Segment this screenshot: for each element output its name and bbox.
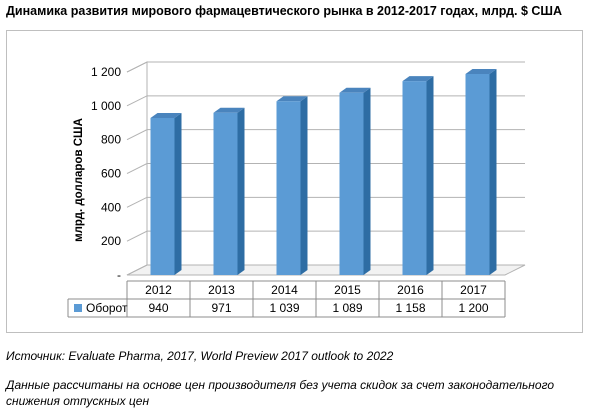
bar <box>276 96 308 275</box>
y-tick-label: 200 <box>101 234 121 248</box>
bar-side <box>300 96 308 275</box>
legend-swatch <box>74 304 82 312</box>
bar-top <box>213 107 245 113</box>
bar-side <box>174 112 182 275</box>
bar-top <box>276 96 308 102</box>
y-axis-tick-labels: - 200 400 600 800 1 000 1 200 <box>91 65 121 282</box>
gridlines <box>126 61 525 276</box>
legend-label: Оборот <box>86 301 128 315</box>
bar-side <box>489 69 497 275</box>
x-tick-label: 2016 <box>397 283 424 297</box>
x-tick-label: 2013 <box>208 283 235 297</box>
gridline <box>126 163 525 174</box>
bar-front <box>402 81 427 275</box>
bar <box>213 107 245 275</box>
y-tick-label: 1 000 <box>91 99 121 113</box>
bar-top <box>339 87 371 93</box>
data-value-label: 1 200 <box>458 301 488 315</box>
data-value-label: 1 158 <box>395 301 425 315</box>
bar-chart: - 200 400 600 800 1 000 1 200 млрд. долларов С… <box>67 61 526 318</box>
bar-front <box>465 74 490 275</box>
bar-front <box>339 92 364 275</box>
y-tick-label: 400 <box>101 200 121 214</box>
data-value-label: 1 039 <box>269 301 299 315</box>
y-tick-label: 600 <box>101 167 121 181</box>
y-tick-label: 1 200 <box>91 65 121 79</box>
bar-top <box>150 112 182 118</box>
y-tick-label: - <box>117 268 121 282</box>
bar-front <box>150 117 175 275</box>
gridline <box>126 264 525 276</box>
bar-side <box>363 87 371 275</box>
bar <box>402 76 434 275</box>
data-value-label: 1 089 <box>332 301 362 315</box>
gridline <box>126 196 525 208</box>
bar-side <box>426 76 434 275</box>
data-value-label: 971 <box>211 301 231 315</box>
side-wall-edge <box>126 61 148 265</box>
bar-top <box>402 76 434 82</box>
x-tick-label: 2012 <box>145 283 172 297</box>
y-tick-label: 800 <box>101 133 121 147</box>
footnote-line-1: Данные рассчитаны на основе цен производ… <box>6 378 555 392</box>
gridline <box>126 95 525 107</box>
bar <box>339 87 371 275</box>
bar <box>465 69 497 275</box>
x-tick-label: 2014 <box>271 283 298 297</box>
bar-side <box>237 107 245 275</box>
bars <box>150 69 497 275</box>
chart-back-wall <box>126 61 526 276</box>
x-tick-label: 2015 <box>334 283 361 297</box>
footnote: Данные рассчитаны на основе цен производ… <box>6 377 590 409</box>
y-axis-label: млрд. долларов США <box>73 118 85 242</box>
bar <box>150 112 182 275</box>
bar-front <box>276 101 301 275</box>
gridline <box>126 129 525 141</box>
data-table: 2012 2013 2014 2015 2016 2017 Оборот 940 971 1 03… <box>67 280 506 318</box>
data-value-label: 940 <box>148 301 168 315</box>
floor <box>126 264 526 276</box>
footnote-line-2: снижения отпускных цен <box>6 394 150 408</box>
chart-title: Динамика развития мирового фармацевтичес… <box>6 4 563 18</box>
bar-front <box>213 112 238 275</box>
chart-frame <box>6 30 583 333</box>
gridline <box>126 230 525 242</box>
gridline <box>126 61 525 73</box>
bar-top <box>465 69 497 74</box>
x-tick-label: 2017 <box>460 283 487 297</box>
source-note: Источник: Evaluate Pharma, 2017, World P… <box>6 349 394 363</box>
